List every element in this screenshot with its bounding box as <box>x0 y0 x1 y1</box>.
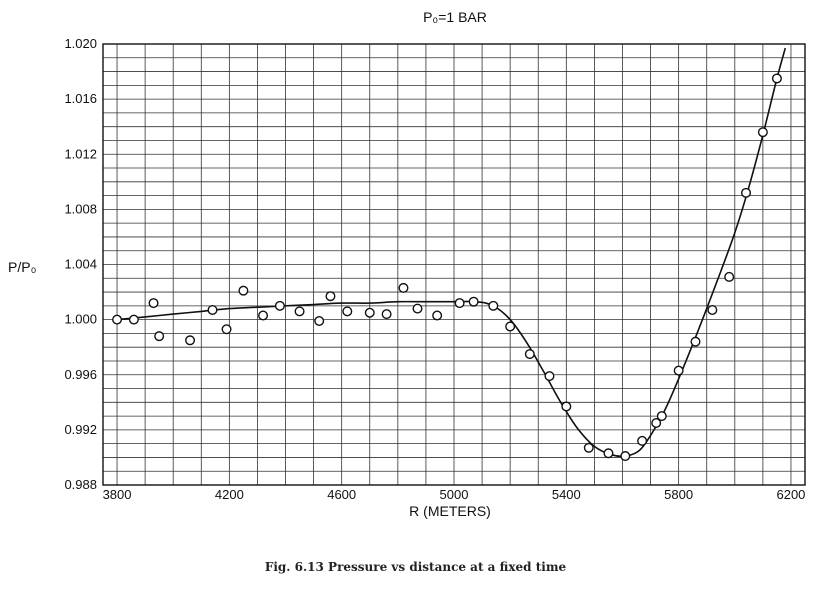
data-point <box>724 271 735 282</box>
x-axis-label: R (METERS) <box>409 503 491 519</box>
x-axis-ticks: 3800 4200 4600 5000 5400 5800 6200 <box>103 487 806 502</box>
data-point <box>544 371 555 382</box>
data-point <box>524 349 535 360</box>
data-point <box>258 310 269 321</box>
data-point <box>651 417 662 428</box>
data-point <box>757 127 768 138</box>
data-point <box>325 291 336 302</box>
x-tick-label: 6200 <box>776 487 805 502</box>
y-tick-label: 0.992 <box>64 422 97 437</box>
data-point <box>771 73 782 84</box>
y-tick-label: 1.008 <box>64 201 97 216</box>
data-point <box>673 365 684 376</box>
data-point <box>221 324 232 335</box>
data-point <box>412 303 423 314</box>
data-point <box>583 442 594 453</box>
data-point <box>603 448 614 459</box>
grid <box>103 43 805 486</box>
data-point <box>637 435 648 446</box>
y-tick-label: 0.988 <box>64 477 97 492</box>
chart-title: P₀=1 BAR <box>423 9 487 25</box>
data-point <box>342 306 353 317</box>
data-point <box>561 401 572 412</box>
data-point <box>381 309 392 320</box>
data-point <box>707 304 718 315</box>
data-point <box>690 336 701 347</box>
data-point <box>185 335 196 346</box>
data-point <box>207 304 218 315</box>
data-point <box>128 314 139 325</box>
y-tick-label: 1.020 <box>64 36 97 51</box>
data-point <box>620 451 631 462</box>
data-point <box>364 307 375 318</box>
data-point <box>454 298 465 309</box>
x-tick-label: 3800 <box>103 487 132 502</box>
y-axis-ticks: 0.988 0.992 0.996 1.000 1.004 1.008 1.012 1.016… <box>64 36 97 492</box>
fitted-curve <box>116 47 787 458</box>
figure-caption: Fig. 6.13 Pressure vs distance at a fixe… <box>264 560 567 574</box>
data-point <box>656 411 667 422</box>
data-point <box>505 321 516 332</box>
data-point <box>314 316 325 327</box>
y-tick-label: 1.000 <box>64 312 97 327</box>
data-points <box>112 73 782 462</box>
data-point <box>294 306 305 317</box>
x-tick-label: 5000 <box>440 487 469 502</box>
y-tick-label: 1.016 <box>64 91 97 106</box>
data-point <box>398 282 409 293</box>
data-point <box>741 187 752 198</box>
x-tick-label: 4200 <box>215 487 244 502</box>
data-point <box>238 285 249 296</box>
x-tick-label: 4600 <box>327 487 356 502</box>
data-point <box>274 300 285 311</box>
y-tick-label: 1.012 <box>64 146 97 161</box>
plot-frame <box>102 43 806 486</box>
x-tick-label: 5400 <box>552 487 581 502</box>
data-point <box>432 310 443 321</box>
data-point <box>112 314 123 325</box>
data-point <box>154 331 165 342</box>
y-tick-label: 1.004 <box>64 257 97 272</box>
data-point <box>148 298 159 309</box>
data-point <box>488 300 499 311</box>
chart: P₀=1 BAR 0.988 0.992 0.996 1.000 1.004 1.008 1… <box>8 9 806 519</box>
y-tick-label: 0.996 <box>64 367 97 382</box>
x-tick-label: 5800 <box>664 487 693 502</box>
data-point <box>468 296 479 307</box>
y-axis-label: P/P₀ <box>8 259 37 275</box>
